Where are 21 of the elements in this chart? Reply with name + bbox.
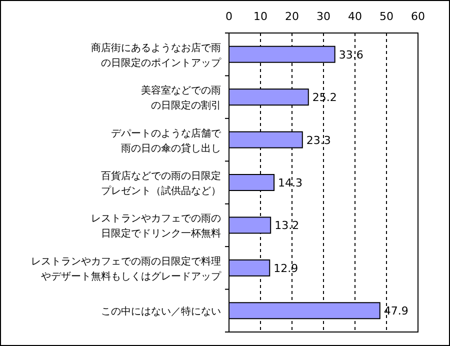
y-tick-label: デパートのような店舗で雨の日の傘の貸し出し xyxy=(111,127,222,154)
x-tick-label: 20 xyxy=(285,10,299,23)
x-tick-label: 10 xyxy=(254,10,268,23)
y-tick-label: 百貨店などでの雨の日限定プレゼント（試供品など） xyxy=(101,170,221,197)
data-label: 33.6 xyxy=(338,48,364,62)
x-tick-label: 50 xyxy=(380,10,394,23)
y-tick-label: レストランやカフェでの雨の日限定でドリンク一杯無料 xyxy=(91,214,221,240)
x-tick-label: 30 xyxy=(316,10,330,23)
data-label: 14.3 xyxy=(278,176,303,190)
data-label: 23.3 xyxy=(306,134,331,147)
data-label: 12.9 xyxy=(274,262,298,275)
y-tick-label: この中にはない／特にない xyxy=(101,306,221,318)
x-tick-label: 60 xyxy=(411,10,425,23)
data-label: 47.9 xyxy=(384,304,408,318)
x-tick-label: 40 xyxy=(348,10,362,23)
x-tick-label: 0 xyxy=(226,10,232,23)
data-label: 25.2 xyxy=(312,91,337,104)
y-tick-label: 美容室などでの雨の日限定の割引 xyxy=(141,84,221,112)
data-label: 13.2 xyxy=(274,219,300,232)
y-tick-label: レストランやカフェでの雨の日限定で料理やデザート無料もしくはグレードアップ xyxy=(31,255,222,282)
y-tick-label: 商店街にあるようなお店で雨の日限定のポイントアップ xyxy=(91,42,222,69)
